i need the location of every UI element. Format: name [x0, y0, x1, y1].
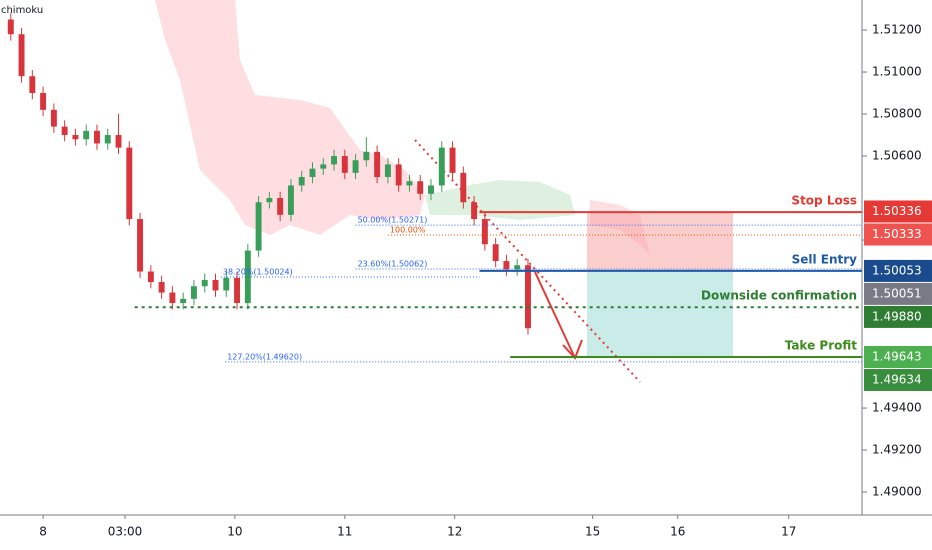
- candle-body: [481, 219, 488, 245]
- candle-body: [320, 164, 327, 169]
- x-tick-label: 8: [39, 525, 47, 539]
- candle-body: [169, 292, 176, 304]
- indicator-label: Ichimoku: [0, 5, 43, 16]
- candle-body: [352, 160, 359, 173]
- candle-body: [50, 109, 57, 127]
- y-tick-label: 1.50600: [872, 149, 922, 163]
- candle-body: [61, 126, 68, 136]
- candle-body: [137, 219, 144, 272]
- candle-body: [277, 198, 284, 215]
- level-label: Sell Entry: [792, 252, 858, 266]
- price-tag-label: 1.49643: [872, 350, 922, 364]
- cloud-bearish: [155, 0, 425, 235]
- trend-line: [414, 139, 641, 383]
- price-tag: [864, 282, 932, 305]
- candle-body: [417, 181, 424, 194]
- candle-body: [158, 282, 165, 293]
- candle-body: [287, 185, 294, 215]
- candle-body: [331, 156, 337, 165]
- candle-body: [201, 279, 208, 287]
- candle-body: [374, 151, 381, 178]
- candle-body: [223, 277, 230, 291]
- candle-body: [460, 172, 467, 203]
- level-label: Downside confirmation: [701, 289, 857, 303]
- candle-body: [115, 135, 122, 148]
- price-tag: [864, 200, 932, 223]
- candle-body: [104, 135, 111, 144]
- candle-body: [234, 277, 241, 304]
- candle-body: [7, 19, 14, 35]
- candle-body: [72, 135, 79, 140]
- candle-body: [341, 156, 348, 173]
- x-tick-label: 16: [670, 525, 685, 539]
- candle-body: [395, 164, 402, 186]
- candle-body: [492, 244, 499, 262]
- candle-body: [83, 130, 90, 140]
- candle-body: [40, 93, 47, 110]
- x-tick-label: 17: [781, 525, 796, 539]
- level-label: Stop Loss: [791, 194, 857, 208]
- candle-body: [428, 185, 434, 194]
- risk-box: [587, 212, 733, 271]
- price-tag: [864, 259, 932, 282]
- price-tag-label: 1.50053: [872, 263, 922, 277]
- y-tick-label: 1.51000: [872, 65, 922, 79]
- candle-body: [255, 202, 262, 251]
- candle-body: [94, 130, 100, 144]
- candle-body: [266, 198, 273, 203]
- candle-body: [212, 279, 219, 291]
- fib-label: 38.20%(1.50024): [223, 268, 293, 277]
- x-tick-label: 12: [447, 525, 462, 539]
- candle-body: [180, 298, 187, 304]
- candle-body: [438, 147, 445, 186]
- y-tick-label: 1.49400: [872, 401, 922, 415]
- price-tag: [864, 223, 932, 246]
- candle-body: [18, 34, 25, 77]
- candle-body: [147, 271, 154, 283]
- candle-body: [406, 181, 413, 186]
- candle-body: [384, 164, 391, 178]
- candle-body: [525, 265, 531, 329]
- candle-body: [514, 265, 521, 270]
- y-tick-label: 1.49000: [872, 485, 922, 499]
- price-tag: [864, 369, 932, 392]
- price-tag: [864, 346, 932, 369]
- price-tag-label: 1.50333: [872, 227, 922, 241]
- x-tick-label: 15: [585, 525, 600, 539]
- candle-body: [363, 151, 370, 161]
- price-tag-label: 1.50336: [872, 204, 922, 218]
- reward-box: [587, 270, 733, 358]
- fib-label: 100.00%: [390, 225, 426, 234]
- candle-body: [449, 147, 456, 173]
- candle-body: [309, 168, 316, 178]
- price-tag-label: 1.50051: [872, 286, 922, 300]
- candle-body: [126, 147, 133, 220]
- level-label: Take Profit: [785, 339, 858, 353]
- fib-label: 127.20%(1.49620): [227, 352, 302, 361]
- price-tag-label: 1.49880: [872, 309, 922, 323]
- candle-body: [471, 202, 478, 220]
- candle-body: [29, 76, 36, 94]
- y-tick-label: 1.50800: [872, 107, 922, 121]
- price-tag: [864, 305, 932, 328]
- fib-label: 50.00%(1.50271): [358, 216, 428, 225]
- price-tag-label: 1.49634: [872, 373, 922, 387]
- candle-body: [244, 250, 251, 304]
- candle-body: [190, 286, 197, 299]
- candle-body: [503, 261, 510, 270]
- x-tick-label: 10: [227, 525, 242, 539]
- x-tick-label: 11: [337, 525, 352, 539]
- x-tick-label: 03:00: [108, 525, 143, 539]
- y-tick-label: 1.49200: [872, 443, 922, 457]
- candle-body: [298, 177, 305, 186]
- y-tick-label: 1.51200: [872, 23, 922, 37]
- fib-label: 23.60%(1.50062): [358, 260, 428, 269]
